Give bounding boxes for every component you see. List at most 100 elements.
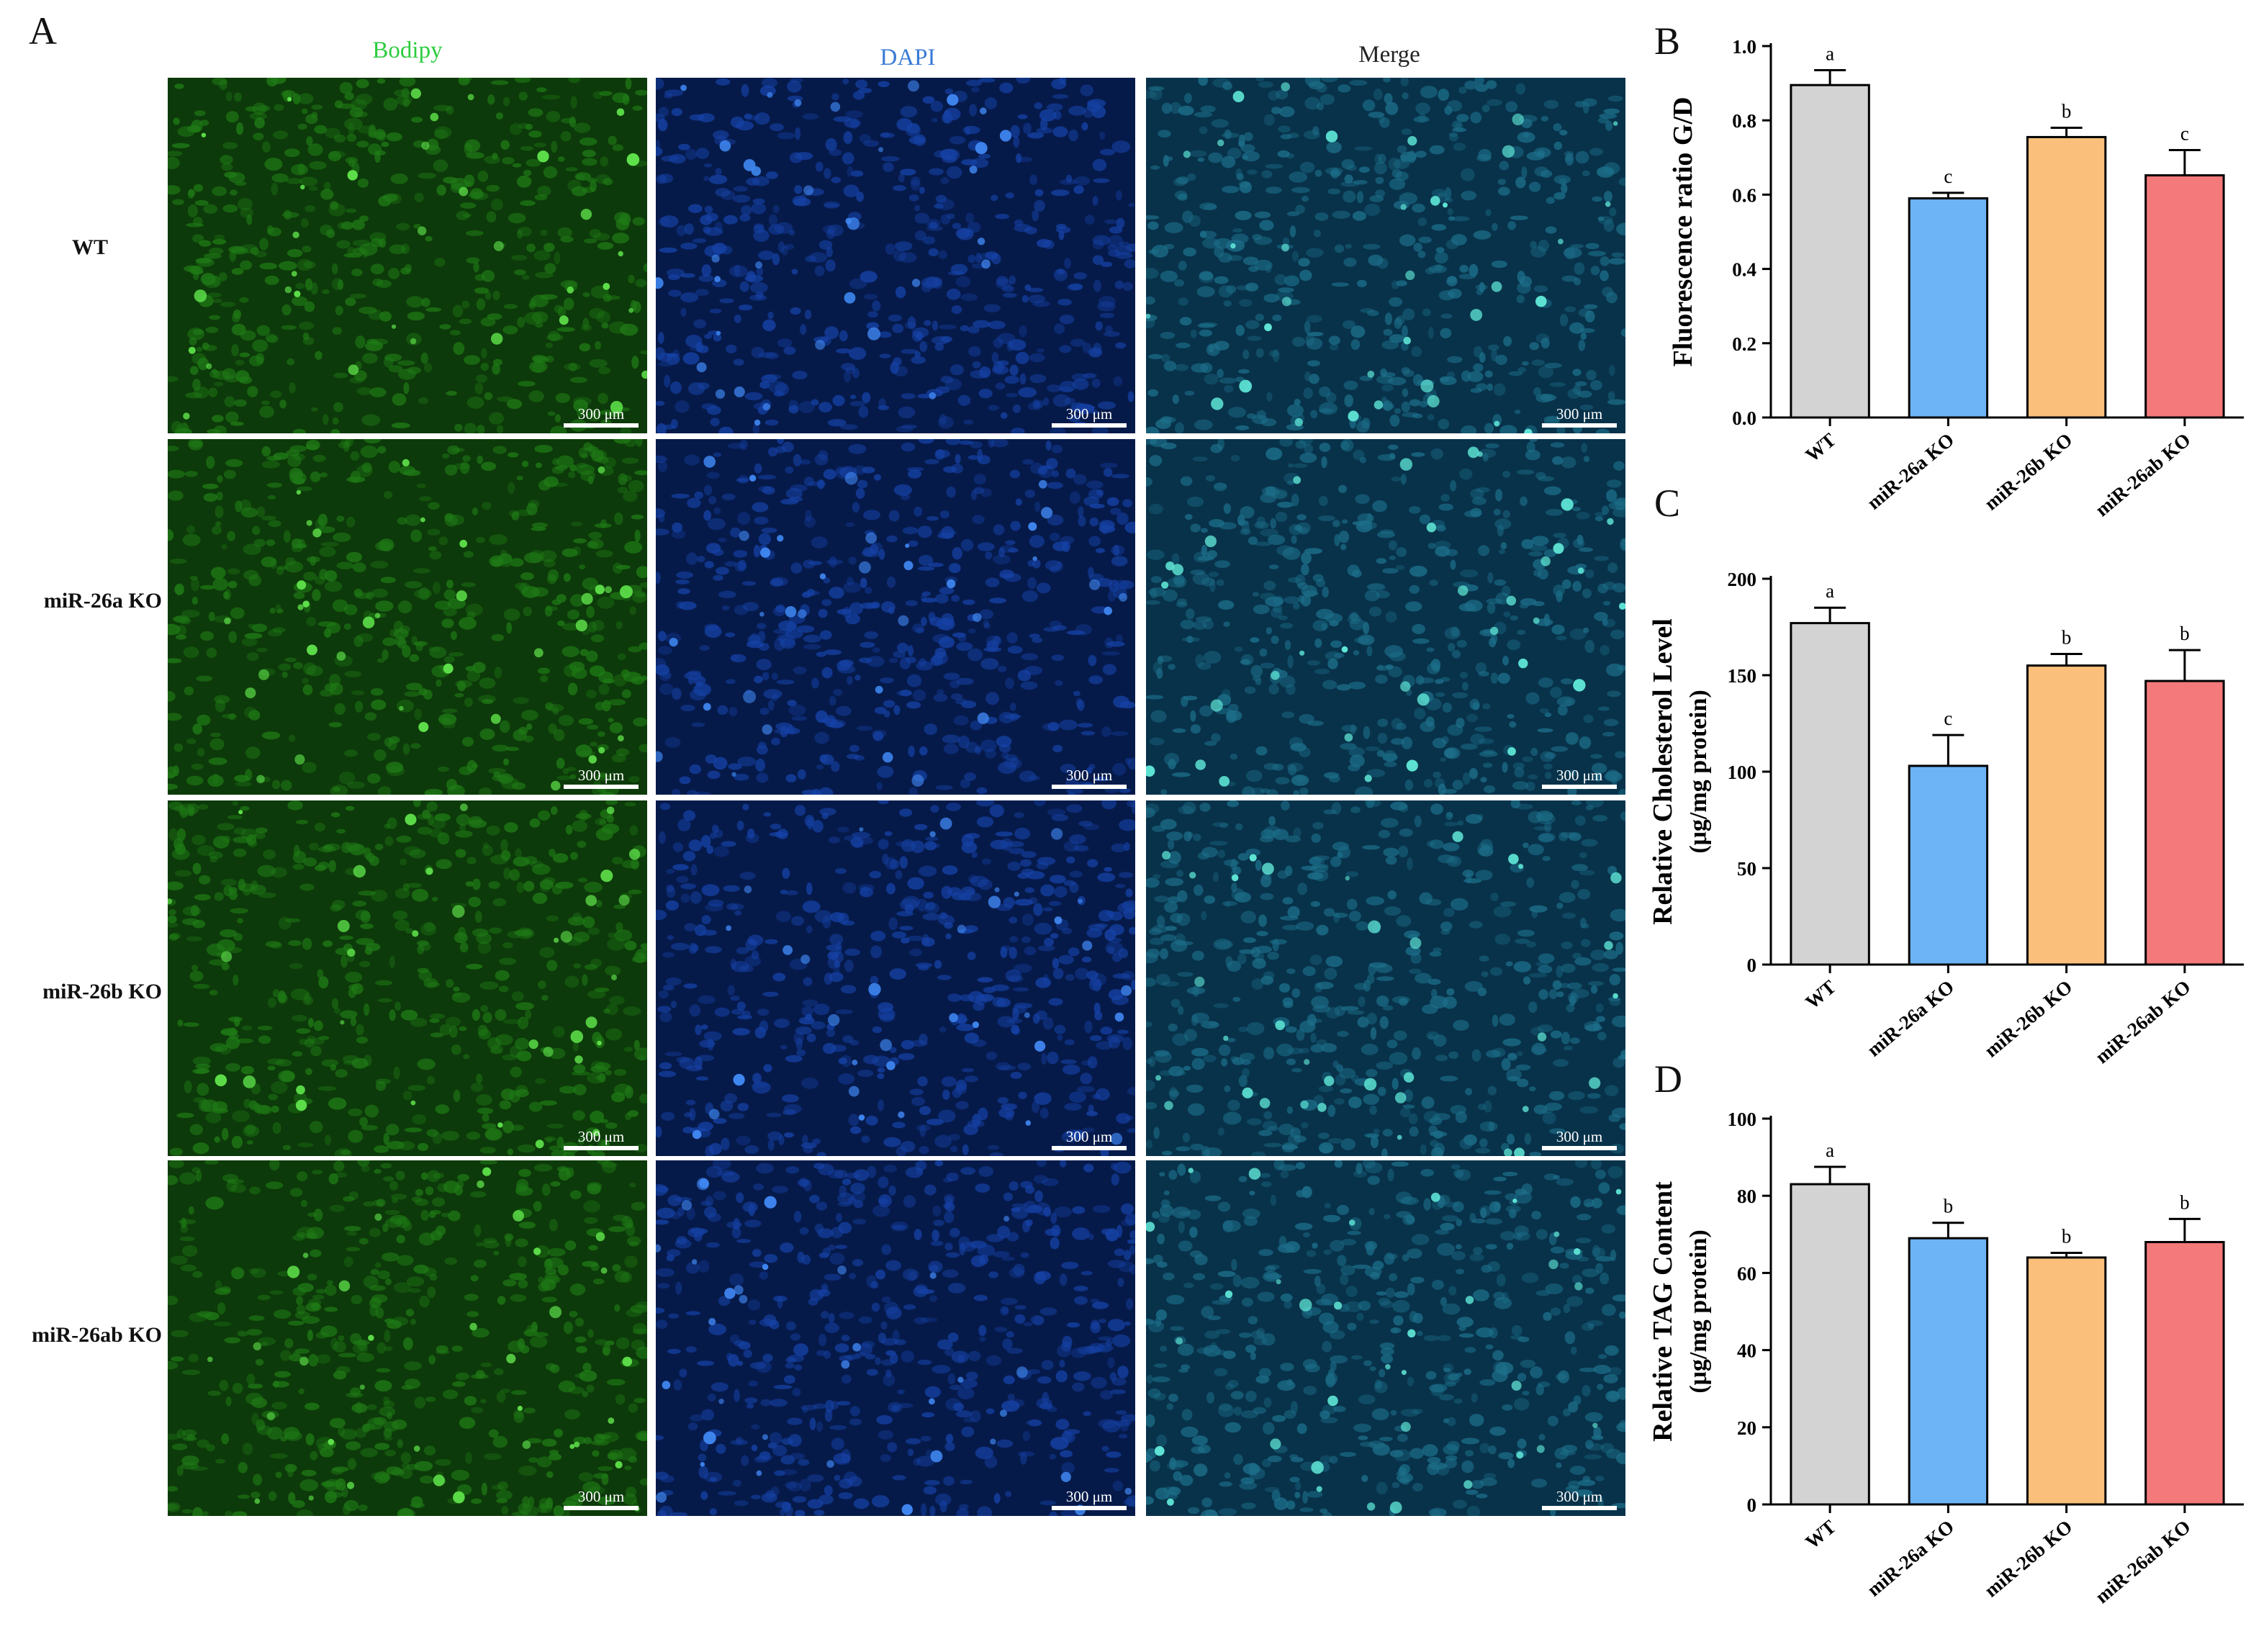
significance-letter: c [1944, 708, 1952, 729]
micrograph-wt-bodipy: 300 μm [168, 78, 647, 433]
scale-bar: 300 μm [1542, 1129, 1617, 1150]
micrograph-mir26b-ko-dapi: 300 μm [656, 800, 1135, 1156]
bar-mir-26a-ko [1909, 1238, 1987, 1504]
scale-bar-line [1052, 785, 1127, 789]
scale-bar: 300 μm [1052, 406, 1127, 428]
y-tick-label: 80 [1737, 1186, 1756, 1207]
scale-bar-label: 300 μm [1052, 1489, 1127, 1504]
x-tick-label: WT [1801, 976, 1840, 1014]
scale-bar-label: 300 μm [564, 1129, 639, 1145]
micrograph-mir26ab-ko-merge: 300 μm [1146, 1160, 1625, 1516]
significance-letter: a [1826, 1139, 1834, 1161]
bar-mir-26ab-ko [2146, 1242, 2224, 1504]
scale-bar-line [564, 785, 639, 789]
scale-bar: 300 μm [564, 406, 639, 428]
y-axis-label: Fluorescence ratio G/D [1668, 97, 1698, 367]
scale-bar-label: 300 μm [1052, 406, 1127, 422]
y-tick-label: 20 [1737, 1417, 1756, 1439]
scale-bar: 300 μm [1052, 1129, 1127, 1150]
column-header-bodipy: Bodipy [170, 37, 645, 64]
panel-letter-a: A [29, 9, 57, 53]
bar-mir-26b-ko [2027, 666, 2105, 965]
scale-bar-label: 300 μm [564, 767, 639, 783]
y-tick-label: 50 [1737, 858, 1756, 880]
micrograph-mir26ab-ko-dapi: 300 μm [656, 1160, 1135, 1516]
scale-bar: 300 μm [564, 1129, 639, 1150]
y-tick-label: 0.2 [1732, 333, 1756, 355]
y-tick-label: 100 [1728, 1109, 1757, 1130]
scale-bar-line [1052, 1146, 1127, 1150]
significance-letter: a [1826, 43, 1834, 65]
scale-bar-label: 300 μm [1052, 767, 1127, 783]
micrograph-mir26b-ko-bodipy: 300 μm [168, 800, 647, 1156]
scale-bar: 300 μm [1052, 1489, 1127, 1510]
micrograph-mir26b-ko-merge: 300 μm [1146, 800, 1625, 1156]
y-axis-label: Relative Cholesterol Level [1648, 618, 1678, 925]
bar-mir-26b-ko [2027, 1258, 2105, 1504]
bar-mir-26a-ko [1909, 766, 1987, 965]
x-tick-label: miR-26a KO [1863, 429, 1958, 514]
scale-bar-line [1052, 1506, 1127, 1510]
scale-bar-label: 300 μm [1542, 767, 1617, 783]
bar-wt [1791, 623, 1869, 965]
bar-mir-26ab-ko [2146, 176, 2224, 417]
x-tick-label: miR-26ab KO [2091, 976, 2195, 1068]
scale-bar-line [1542, 423, 1617, 428]
scale-bar-line [564, 1506, 639, 1510]
bar-mir-26b-ko [2027, 137, 2105, 417]
y-tick-label: 0.4 [1732, 259, 1756, 281]
y-tick-label: 150 [1728, 665, 1757, 687]
y-tick-label: 0 [1747, 1494, 1757, 1516]
scale-bar-label: 300 μm [1052, 1129, 1127, 1145]
scale-bar-line [1542, 1146, 1617, 1150]
scale-bar-label: 300 μm [1542, 1489, 1617, 1504]
scale-bar-label: 300 μm [564, 1489, 639, 1504]
y-tick-label: 1.0 [1732, 36, 1756, 58]
micrograph-mir26ab-ko-bodipy: 300 μm [168, 1160, 647, 1516]
y-axis-label-unit: (μg/mg protein) [1685, 690, 1712, 853]
scale-bar-line [1542, 1506, 1617, 1510]
bar-mir-26a-ko [1909, 199, 1987, 417]
significance-letter: b [2180, 1191, 2190, 1213]
scale-bar: 300 μm [1542, 767, 1617, 789]
x-tick-label: miR-26b KO [1980, 976, 2077, 1062]
y-tick-label: 40 [1737, 1340, 1756, 1362]
micrograph-wt-merge: 300 μm [1146, 78, 1625, 433]
column-header-dapi: DAPI [670, 45, 1145, 71]
y-tick-label: 60 [1737, 1263, 1756, 1284]
bar-wt [1791, 1184, 1869, 1504]
y-tick-label: 0 [1747, 954, 1757, 976]
scale-bar-label: 300 μm [564, 406, 639, 422]
x-tick-label: miR-26ab KO [2091, 1516, 2195, 1608]
row-label-mir26b-ko: miR-26b KO [4, 980, 162, 1004]
significance-letter: b [2062, 101, 2072, 122]
y-tick-label: 0.6 [1732, 184, 1756, 206]
scale-bar: 300 μm [1052, 767, 1127, 789]
x-tick-label: WT [1801, 429, 1840, 466]
micrograph-mir26a-ko-dapi: 300 μm [656, 439, 1135, 795]
bar-mir-26ab-ko [2146, 681, 2224, 965]
bar-wt [1791, 85, 1869, 417]
y-tick-label: 200 [1728, 569, 1757, 590]
micrograph-wt-dapi: 300 μm [656, 78, 1135, 433]
x-tick-label: miR-26b KO [1980, 1516, 2077, 1602]
scale-bar: 300 μm [564, 1489, 639, 1510]
scale-bar: 300 μm [564, 767, 639, 789]
significance-letter: b [1944, 1196, 1954, 1217]
scale-bar: 300 μm [1542, 406, 1617, 428]
scale-bar-line [1052, 423, 1127, 428]
significance-letter: c [1944, 166, 1952, 187]
significance-letter: a [1826, 580, 1834, 602]
scale-bar-label: 300 μm [1542, 1129, 1617, 1145]
scale-bar: 300 μm [1542, 1489, 1617, 1510]
x-tick-label: miR-26a KO [1863, 976, 1958, 1061]
scale-bar-line [564, 423, 639, 428]
significance-letter: c [2180, 122, 2189, 144]
row-label-mir26a-ko: miR-26a KO [4, 589, 162, 613]
scale-bar-label: 300 μm [1542, 406, 1617, 422]
scale-bar-line [1542, 785, 1617, 789]
x-tick-label: WT [1801, 1516, 1840, 1553]
